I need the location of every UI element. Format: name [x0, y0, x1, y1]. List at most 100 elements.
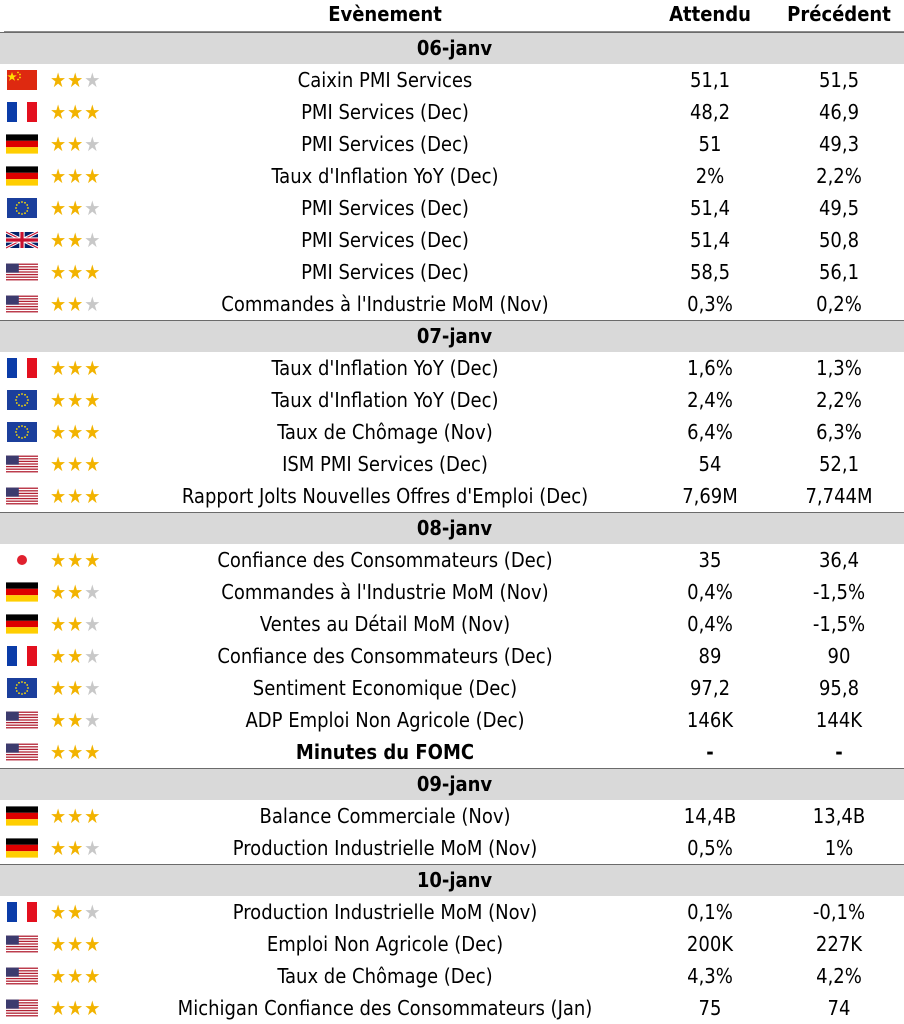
previous-value: 227K — [815, 932, 863, 956]
importance-rating: ★★★ — [50, 419, 101, 445]
expected-value: - — [706, 740, 714, 764]
event-name: Minutes du FOMC — [295, 740, 475, 764]
star-filled-icon: ★ — [67, 804, 85, 828]
usa-flag-icon — [6, 742, 38, 762]
expected-value: 51,4 — [689, 228, 731, 252]
table-row: ★★★ Confiance des Consommateurs (Dec) 35 36… — [0, 544, 904, 576]
table-row: ★★★ Caixin PMI Services 51,1 51,5 — [0, 64, 904, 96]
table-row: ★★★ PMI Services (Dec) 48,2 46,9 — [0, 96, 904, 128]
star-filled-icon: ★ — [50, 484, 68, 508]
importance-rating: ★★★ — [50, 195, 101, 221]
expected-value: 97,2 — [689, 676, 731, 700]
event-name: Emploi Non Agricole (Dec) — [266, 932, 504, 956]
table-row: ★★★ Commandes à l'Industrie MoM (Nov) 0,4%… — [0, 576, 904, 608]
china-flag-icon — [6, 70, 38, 90]
expected-value: 0,4% — [687, 612, 733, 636]
importance-rating: ★★★ — [50, 291, 101, 317]
star-filled-icon: ★ — [84, 932, 102, 956]
importance-rating: ★★★ — [50, 451, 101, 477]
table-row: ★★★ Taux d'Inflation YoY (Dec) 1,6% 1,3% — [0, 352, 904, 384]
table-row: ★★★ Production Industrielle MoM (Nov) 0,1%… — [0, 896, 904, 928]
star-filled-icon: ★ — [67, 676, 85, 700]
star-filled-icon: ★ — [50, 228, 68, 252]
star-filled-icon: ★ — [67, 388, 85, 412]
table-row: ★★★ Taux de Chômage (Dec) 4,3% 4,2% — [0, 960, 904, 992]
star-filled-icon: ★ — [84, 804, 102, 828]
star-filled-icon: ★ — [50, 804, 68, 828]
germany-flag-icon — [6, 838, 38, 858]
eu-flag-icon — [6, 422, 38, 442]
germany-flag-icon — [6, 134, 38, 154]
header-previous: Précédent — [787, 2, 891, 26]
table-row: ★★★ Emploi Non Agricole (Dec) 200K 227K — [0, 928, 904, 960]
previous-value: - — [835, 740, 843, 764]
usa-flag-icon — [6, 294, 38, 314]
event-name: Commandes à l'Industrie MoM (Nov) — [221, 580, 549, 604]
table-header: Evènement Attendu Précédent — [0, 0, 904, 32]
event-name: Sentiment Economique (Dec) — [252, 676, 518, 700]
star-filled-icon: ★ — [84, 740, 102, 764]
star-filled-icon: ★ — [50, 356, 68, 380]
importance-rating: ★★★ — [50, 995, 101, 1021]
star-empty-icon: ★ — [84, 676, 102, 700]
star-filled-icon: ★ — [50, 900, 68, 924]
usa-flag-icon — [6, 998, 38, 1018]
previous-value: 50,8 — [818, 228, 860, 252]
importance-rating: ★★★ — [50, 99, 101, 125]
event-name: Michigan Confiance des Consommateurs (Ja… — [177, 996, 593, 1020]
star-filled-icon: ★ — [84, 484, 102, 508]
star-filled-icon: ★ — [84, 260, 102, 284]
importance-rating: ★★★ — [50, 579, 101, 605]
star-filled-icon: ★ — [50, 132, 68, 156]
star-filled-icon: ★ — [67, 708, 85, 732]
previous-value: 49,3 — [818, 132, 860, 156]
star-filled-icon: ★ — [67, 452, 85, 476]
event-name: Taux d'Inflation YoY (Dec) — [271, 356, 499, 380]
star-filled-icon: ★ — [67, 260, 85, 284]
importance-rating: ★★★ — [50, 707, 101, 733]
star-filled-icon: ★ — [67, 100, 85, 124]
date-group-header: 10-janv — [0, 864, 904, 896]
header-divider — [4, 31, 904, 32]
star-filled-icon: ★ — [84, 356, 102, 380]
expected-value: 6,4% — [687, 420, 733, 444]
previous-value: -0,1% — [812, 900, 866, 924]
star-filled-icon: ★ — [50, 612, 68, 636]
table-row: ★★★ PMI Services (Dec) 51,4 50,8 — [0, 224, 904, 256]
importance-rating: ★★★ — [50, 483, 101, 509]
star-filled-icon: ★ — [84, 964, 102, 988]
previous-value: 49,5 — [818, 196, 860, 220]
expected-value: 48,2 — [689, 100, 731, 124]
date-group-header: 09-janv — [0, 768, 904, 800]
star-filled-icon: ★ — [67, 580, 85, 604]
table-row: ★★★ Taux de Chômage (Nov) 6,4% 6,3% — [0, 416, 904, 448]
expected-value: 7,69M — [682, 484, 738, 508]
star-empty-icon: ★ — [84, 612, 102, 636]
event-name: Caixin PMI Services — [297, 68, 473, 92]
importance-rating: ★★★ — [50, 963, 101, 989]
event-name: Balance Commerciale (Nov) — [259, 804, 511, 828]
star-empty-icon: ★ — [84, 68, 102, 92]
star-filled-icon: ★ — [50, 964, 68, 988]
star-filled-icon: ★ — [67, 132, 85, 156]
expected-value: 75 — [698, 996, 722, 1020]
star-empty-icon: ★ — [84, 900, 102, 924]
expected-value: 89 — [698, 644, 722, 668]
star-filled-icon: ★ — [50, 420, 68, 444]
star-filled-icon: ★ — [50, 100, 68, 124]
event-name: PMI Services (Dec) — [301, 260, 469, 284]
star-empty-icon: ★ — [84, 132, 102, 156]
importance-rating: ★★★ — [50, 227, 101, 253]
star-filled-icon: ★ — [84, 420, 102, 444]
star-empty-icon: ★ — [84, 644, 102, 668]
previous-value: 56,1 — [818, 260, 860, 284]
star-empty-icon: ★ — [84, 580, 102, 604]
star-filled-icon: ★ — [67, 740, 85, 764]
star-filled-icon: ★ — [50, 644, 68, 668]
expected-value: 146K — [686, 708, 734, 732]
previous-value: 1,3% — [816, 356, 862, 380]
table-row: ★★★ Taux d'Inflation YoY (Dec) 2,4% 2,2% — [0, 384, 904, 416]
expected-value: 51,4 — [689, 196, 731, 220]
date-group-header: 08-janv — [0, 512, 904, 544]
star-filled-icon: ★ — [50, 836, 68, 860]
